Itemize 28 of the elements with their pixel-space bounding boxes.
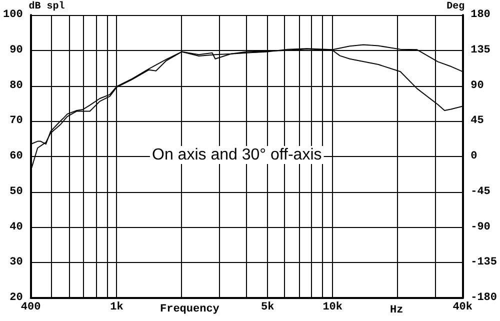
- y-tick-label: 100: [2, 9, 23, 21]
- y-tick-label: 90: [10, 44, 23, 56]
- y2-tick-label: 90: [470, 80, 484, 92]
- y2-tick-label: 135: [470, 44, 491, 56]
- y2-tick-label: -45: [470, 186, 491, 198]
- y2-tick-label: -90: [470, 221, 490, 234]
- y2-tick-label: -180: [470, 292, 497, 304]
- y2-axis-title: Deg: [446, 2, 465, 12]
- y-tick-label: 60: [10, 150, 23, 162]
- y2-tick-label: -135: [470, 256, 498, 269]
- y-axis-title: dB spl: [28, 0, 65, 12]
- annotation: On axis and 30° off-axis: [152, 146, 322, 164]
- y2-tick-label: 180: [470, 9, 490, 21]
- x-tick-label: 1k: [110, 302, 124, 314]
- y-tick-label: 30: [10, 256, 23, 269]
- text: Hz: [390, 304, 404, 316]
- x-tick-label: 40k: [452, 302, 473, 314]
- y-tick-label: 70: [10, 115, 23, 128]
- y-tick-label: 40: [10, 221, 23, 234]
- x-tick-label: 5k: [261, 302, 275, 314]
- y-tick-label: 80: [10, 80, 23, 92]
- y2-tick-label: 0: [470, 150, 478, 162]
- x-tick-label: 400: [20, 302, 41, 314]
- y-tick-label: 50: [10, 186, 23, 198]
- y2-tick-label: 45: [470, 115, 484, 128]
- x-tick-label: 10k: [322, 302, 343, 314]
- y-tick-label: 20: [10, 292, 23, 304]
- x-axis-title: Frequency: [160, 304, 220, 316]
